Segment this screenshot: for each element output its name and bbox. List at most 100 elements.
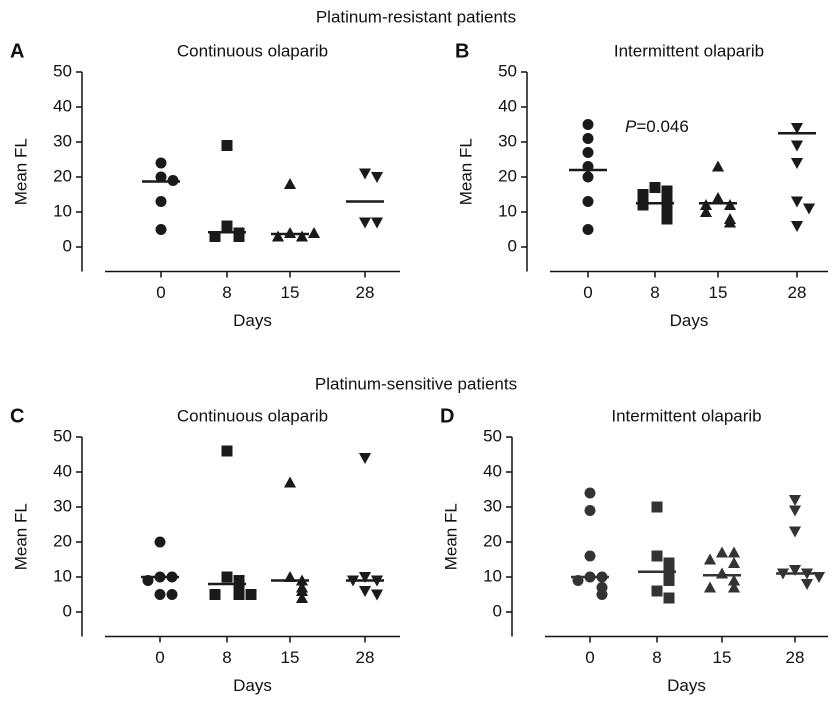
data-point [651, 501, 663, 513]
data-point [663, 575, 675, 586]
data-point [812, 572, 826, 584]
x-tick-label: 28 [356, 648, 375, 667]
y-tick-label: 30 [53, 131, 72, 150]
data-point [221, 571, 233, 583]
y-tick-label: 30 [483, 496, 502, 515]
data-point [582, 196, 594, 207]
data-point [661, 206, 673, 218]
data-point [221, 445, 233, 457]
panel-label: D [440, 405, 454, 427]
y-tick-label: 40 [53, 461, 72, 480]
data-point [283, 476, 297, 488]
y-tick-label: 50 [483, 426, 502, 445]
x-tick-label: 15 [281, 283, 300, 302]
y-tick-label: 0 [493, 601, 502, 620]
data-point [715, 567, 729, 579]
x-axis-label: Days [233, 676, 272, 695]
data-point [790, 158, 804, 170]
x-tick-label: 0 [155, 648, 164, 667]
y-tick-label: 20 [483, 531, 502, 550]
data-point [788, 495, 802, 507]
y-tick-label: 0 [508, 236, 517, 255]
data-point [582, 171, 594, 183]
data-point [245, 589, 257, 600]
data-point [233, 589, 245, 600]
x-tick-label: 15 [281, 648, 300, 667]
x-tick-label: 8 [652, 648, 661, 667]
data-point [233, 231, 245, 242]
panel-label: C [10, 405, 24, 427]
data-point [209, 589, 221, 600]
x-tick-label: 0 [585, 648, 594, 667]
x-tick-label: 0 [156, 283, 165, 302]
y-tick-label: 40 [498, 96, 517, 115]
x-tick-label: 8 [222, 283, 231, 302]
data-point [711, 191, 725, 203]
data-point [703, 581, 717, 593]
data-point [271, 230, 285, 242]
data-point [699, 205, 713, 217]
y-tick-label: 50 [53, 61, 72, 80]
data-point [582, 119, 594, 130]
data-point [582, 147, 594, 158]
panel-label: A [10, 40, 24, 62]
y-tick-label: 30 [53, 496, 72, 515]
data-point [711, 160, 725, 172]
data-point [295, 230, 309, 242]
data-point [155, 196, 167, 207]
data-point [295, 584, 309, 596]
data-point [727, 574, 741, 586]
y-tick-label: 50 [53, 426, 72, 445]
data-point [788, 526, 802, 538]
x-tick-label: 28 [788, 283, 807, 302]
data-point [703, 553, 717, 565]
y-tick-label: 10 [483, 566, 502, 585]
data-point [788, 505, 802, 517]
data-point [370, 589, 384, 601]
data-point [155, 157, 167, 169]
y-tick-label: 0 [63, 236, 72, 255]
y-tick-label: 10 [53, 566, 72, 585]
data-point [582, 224, 594, 235]
data-point [295, 591, 309, 603]
section-heading: Platinum-sensitive patients [315, 374, 517, 393]
data-point [637, 189, 649, 200]
y-tick-label: 20 [53, 166, 72, 185]
y-tick-label: 40 [483, 461, 502, 480]
x-tick-label: 28 [356, 283, 375, 302]
x-tick-label: 0 [583, 283, 592, 302]
data-point [663, 592, 675, 604]
data-point [155, 171, 167, 183]
data-point [307, 226, 321, 238]
data-point [233, 575, 245, 586]
data-point [584, 550, 596, 562]
data-point [651, 585, 663, 597]
panel-title: Continuous olaparib [177, 41, 328, 60]
data-point [358, 572, 372, 584]
data-point [584, 487, 596, 499]
data-point [154, 589, 166, 600]
data-point [661, 196, 673, 207]
y-axis-label: Mean FL [456, 138, 475, 205]
x-axis-label: Days [233, 311, 272, 330]
data-point [370, 172, 384, 184]
annotation-text: =0.046 [636, 117, 688, 136]
y-tick-label: 10 [53, 201, 72, 220]
data-point [596, 589, 608, 600]
x-tick-label: 8 [650, 283, 659, 302]
data-point [727, 581, 741, 593]
data-point [283, 177, 297, 189]
data-point [790, 140, 804, 152]
data-point [358, 453, 372, 465]
y-axis-label: Mean FL [11, 503, 30, 570]
x-tick-label: 8 [222, 648, 231, 667]
y-tick-label: 50 [498, 61, 517, 80]
data-point [790, 123, 804, 135]
data-point [358, 586, 372, 598]
y-tick-label: 30 [498, 131, 517, 150]
data-point [715, 546, 729, 558]
data-point [802, 203, 816, 215]
panel-label: B [455, 40, 469, 62]
annotation: P=0.046 [625, 117, 689, 136]
data-point [790, 196, 804, 208]
